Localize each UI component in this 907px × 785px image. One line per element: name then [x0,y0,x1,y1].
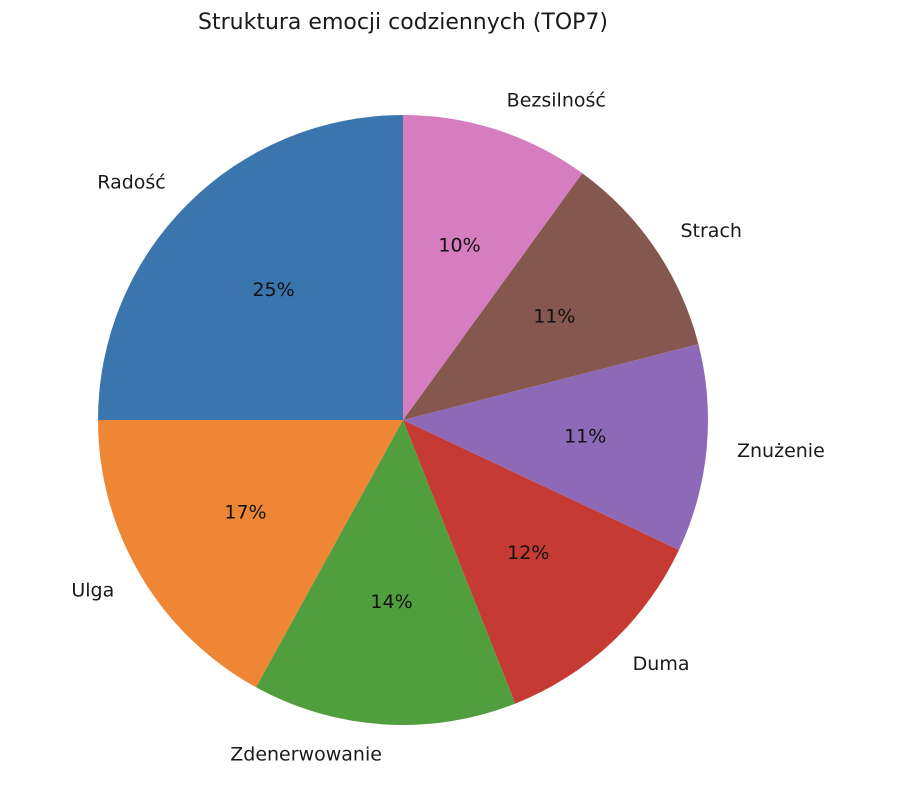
slice-percent-zdenerwowanie: 14% [370,591,412,613]
slice-percent-strach: 11% [533,306,575,328]
slice-label-ulga: Ulga [71,579,114,601]
slice-label-bezsilnosc: Bezsilność [507,89,606,111]
slice-percent-ulga: 17% [224,502,266,524]
slice-percent-radosc: 25% [252,279,294,301]
pie-slice-ulga [98,420,403,688]
slice-percent-bezsilnosc: 10% [438,234,480,256]
slice-label-duma: Duma [633,653,690,675]
pie-slice-znuzenie [403,344,708,550]
pie-slice-strach [403,173,699,420]
slice-label-strach: Strach [680,220,741,242]
pie-slice-zdenerwowanie [256,420,516,725]
slice-label-zdenerwowanie: Zdenerwowanie [230,743,382,765]
chart-title: Struktura emocji codziennych (TOP7) [198,10,608,35]
pie-percent-labels: 25% 17% 14% 12% 11% 11% 10% [224,234,606,613]
pie-slice-bezsilnosc [403,115,583,420]
pie-slice-duma [403,420,679,704]
slice-percent-znuzenie: 11% [564,426,606,448]
pie-slices [98,115,708,725]
pie-slice-labels: Radość Ulga Zdenerwowanie Duma Znużenie Strac… [71,89,824,765]
slice-percent-duma: 12% [507,542,549,564]
slice-label-znuzenie: Znużenie [737,440,825,462]
pie-slice-radosc [98,115,403,420]
slice-label-radosc: Radość [97,171,165,193]
